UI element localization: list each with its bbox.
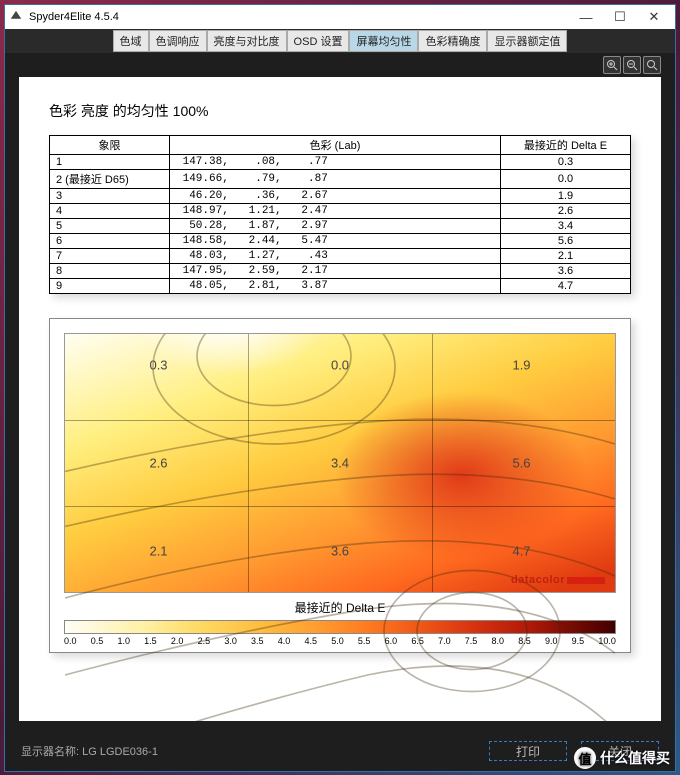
heatmap-value: 3.6 bbox=[331, 543, 349, 558]
tab-0[interactable]: 色域 bbox=[113, 30, 149, 52]
cell-lab: 48.05, 2.81, 3.87 bbox=[170, 279, 501, 294]
tab-4[interactable]: 屏幕均匀性 bbox=[349, 30, 418, 52]
window-buttons: — ☐ ✕ bbox=[569, 6, 671, 28]
app-window: Spyder4Elite 4.5.4 — ☐ ✕ 色域色调响应亮度与对比度OSD… bbox=[4, 4, 676, 772]
window-title: Spyder4Elite 4.5.4 bbox=[29, 11, 569, 23]
watermark-icon: 值 bbox=[574, 747, 596, 769]
heatmap: datacolor 0.3 0.0 1.9 2.6 3.4 5.6 2.1 3.6 4.7 bbox=[64, 333, 616, 593]
cell-lab: 147.95, 2.59, 2.17 bbox=[170, 264, 501, 279]
tab-1[interactable]: 色调响应 bbox=[149, 30, 207, 52]
table-row: 9 48.05, 2.81, 3.874.7 bbox=[50, 279, 631, 294]
zoom-fit-icon[interactable] bbox=[643, 56, 661, 74]
table-row: 2 (最接近 D65) 149.66, .79, .870.0 bbox=[50, 170, 631, 189]
tab-bar: 色域色调响应亮度与对比度OSD 设置屏幕均匀性色彩精确度显示器额定值 bbox=[5, 29, 675, 53]
heatmap-value: 2.6 bbox=[149, 456, 167, 471]
tab-3[interactable]: OSD 设置 bbox=[287, 30, 350, 52]
heatmap-value: 0.3 bbox=[149, 357, 167, 372]
cell-quadrant: 9 bbox=[50, 279, 170, 294]
tab-2[interactable]: 亮度与对比度 bbox=[207, 30, 287, 52]
cell-delta-e: 5.6 bbox=[501, 234, 631, 249]
cell-quadrant: 7 bbox=[50, 249, 170, 264]
contour-lines bbox=[65, 334, 615, 721]
table-header: 最接近的 Delta E bbox=[501, 136, 631, 155]
cell-delta-e: 4.7 bbox=[501, 279, 631, 294]
cell-lab: 149.66, .79, .87 bbox=[170, 170, 501, 189]
cell-delta-e: 0.0 bbox=[501, 170, 631, 189]
app-icon bbox=[9, 10, 23, 24]
table-row: 1 147.38, .08, .770.3 bbox=[50, 155, 631, 170]
monitor-name-label: 显示器名称: LG LGDE036-1 bbox=[21, 743, 475, 759]
zoom-in-icon[interactable] bbox=[603, 56, 621, 74]
cell-lab: 147.38, .08, .77 bbox=[170, 155, 501, 170]
table-row: 8 147.95, 2.59, 2.173.6 bbox=[50, 264, 631, 279]
cell-quadrant: 8 bbox=[50, 264, 170, 279]
table-row: 5 50.28, 1.87, 2.973.4 bbox=[50, 219, 631, 234]
cell-quadrant: 6 bbox=[50, 234, 170, 249]
tab-5[interactable]: 色彩精确度 bbox=[418, 30, 487, 52]
heatmap-value: 4.7 bbox=[512, 543, 530, 558]
cell-delta-e: 3.4 bbox=[501, 219, 631, 234]
table-row: 6 148.58, 2.44, 5.475.6 bbox=[50, 234, 631, 249]
table-row: 7 48.03, 1.27, .432.1 bbox=[50, 249, 631, 264]
cell-delta-e: 1.9 bbox=[501, 189, 631, 204]
minimize-button[interactable]: — bbox=[569, 6, 603, 28]
table-header: 象限 bbox=[50, 136, 170, 155]
watermark-text: 什么值得买 bbox=[600, 748, 670, 768]
cell-quadrant: 3 bbox=[50, 189, 170, 204]
cell-delta-e: 0.3 bbox=[501, 155, 631, 170]
cell-lab: 46.20, .36, 2.67 bbox=[170, 189, 501, 204]
page-title: 色彩 亮度 的均匀性 100% bbox=[49, 101, 631, 121]
datacolor-logo: datacolor bbox=[511, 574, 605, 586]
cell-quadrant: 2 (最接近 D65) bbox=[50, 170, 170, 189]
cell-quadrant: 4 bbox=[50, 204, 170, 219]
cell-delta-e: 3.6 bbox=[501, 264, 631, 279]
heatmap-value: 2.1 bbox=[149, 543, 167, 558]
heatmap-value: 5.6 bbox=[512, 456, 530, 471]
cell-quadrant: 5 bbox=[50, 219, 170, 234]
cell-lab: 48.03, 1.27, .43 bbox=[170, 249, 501, 264]
cell-delta-e: 2.1 bbox=[501, 249, 631, 264]
zoom-toolbar bbox=[5, 53, 675, 77]
watermark: 值 什么值得买 bbox=[574, 747, 670, 769]
maximize-button[interactable]: ☐ bbox=[603, 6, 637, 28]
table-row: 4 148.97, 1.21, 2.472.6 bbox=[50, 204, 631, 219]
tab-6[interactable]: 显示器额定值 bbox=[487, 30, 567, 52]
close-button[interactable]: ✕ bbox=[637, 6, 671, 28]
table-header: 色彩 (Lab) bbox=[170, 136, 501, 155]
heatmap-value: 3.4 bbox=[331, 456, 349, 471]
cell-delta-e: 2.6 bbox=[501, 204, 631, 219]
table-row: 3 46.20, .36, 2.671.9 bbox=[50, 189, 631, 204]
cell-lab: 50.28, 1.87, 2.97 bbox=[170, 219, 501, 234]
content-panel[interactable]: 色彩 亮度 的均匀性 100% 象限色彩 (Lab)最接近的 Delta E 1… bbox=[19, 77, 661, 721]
titlebar: Spyder4Elite 4.5.4 — ☐ ✕ bbox=[5, 5, 675, 29]
heatmap-panel: datacolor 0.30.01.92.63.45.62.13.64.7 最接… bbox=[49, 318, 631, 653]
heatmap-value: 0.0 bbox=[331, 357, 349, 372]
uniformity-table: 象限色彩 (Lab)最接近的 Delta E 1 147.38, .08, .7… bbox=[49, 135, 631, 294]
cell-lab: 148.58, 2.44, 5.47 bbox=[170, 234, 501, 249]
print-button[interactable]: 打印 bbox=[489, 741, 567, 761]
zoom-out-icon[interactable] bbox=[623, 56, 641, 74]
cell-quadrant: 1 bbox=[50, 155, 170, 170]
cell-lab: 148.97, 1.21, 2.47 bbox=[170, 204, 501, 219]
heatmap-value: 1.9 bbox=[512, 357, 530, 372]
